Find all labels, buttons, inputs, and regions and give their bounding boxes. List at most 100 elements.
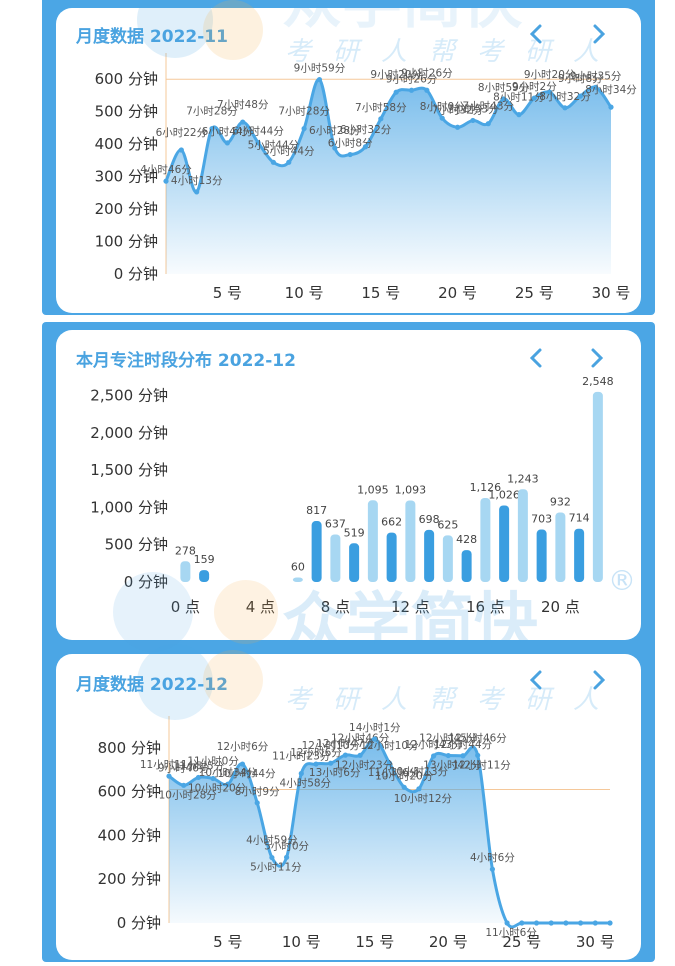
data-point (298, 770, 304, 777)
point-label: 12小时11分 (453, 759, 512, 771)
chevron-left-icon (529, 24, 542, 44)
point-label: 11小时0分 (187, 756, 239, 768)
point-label: 11小时5分 (173, 760, 225, 772)
card-title-text: 月度数据 (76, 27, 144, 47)
x-tick-label: 16 点 (466, 598, 505, 616)
bar-value-label: 703 (531, 513, 552, 526)
point-label: 10小时28分 (159, 789, 218, 801)
data-point (166, 773, 172, 779)
data-point (286, 159, 292, 165)
y-tick-label: 2,500 分钟 (90, 386, 168, 404)
data-point (562, 105, 568, 111)
next-month-button[interactable] (589, 22, 609, 46)
data-point (408, 87, 415, 93)
x-tick-label: 4 点 (246, 598, 275, 616)
next-month-button[interactable] (587, 346, 607, 370)
point-label: 12小时43分 (404, 739, 463, 751)
x-tick-label: 30 号 (576, 933, 615, 951)
point-label: 11小时6分 (368, 767, 420, 779)
point-label: 8小时32分 (539, 91, 591, 103)
data-point (500, 96, 507, 102)
point-label: 5小时44分 (248, 139, 300, 151)
point-label: 11小时6分 (485, 927, 537, 939)
bar-value-label: 625 (437, 518, 458, 531)
point-label: 12小时6分 (217, 741, 269, 753)
data-point (431, 753, 437, 759)
card-monthly-dec: 月度数据 2022-12 800 分钟 600 分钟 400 分钟 200 分钟 0 分… (56, 654, 641, 960)
y-tick-label: 2,000 分钟 (90, 424, 168, 442)
y-tick-label: 0 分钟 (124, 573, 168, 591)
card-title: 月度数据 2022-11 (76, 22, 228, 47)
bar (386, 532, 397, 582)
point-label: 11小时11分 (140, 759, 199, 771)
point-label: 10小时12分 (394, 793, 453, 805)
bar (574, 528, 585, 582)
data-point (593, 84, 599, 90)
bar-value-label: 60 (291, 561, 305, 574)
point-label: 4小时13分 (171, 175, 223, 187)
data-point (357, 752, 363, 758)
point-label: 8小时59分 (478, 82, 530, 94)
data-point (163, 178, 169, 184)
point-label: 9小时26分 (386, 73, 438, 85)
point-label: 9小时2分 (512, 81, 557, 93)
bar (180, 561, 191, 582)
bar-value-label: 932 (550, 495, 571, 508)
bar (442, 535, 453, 582)
data-point (178, 147, 184, 153)
prev-month-button[interactable] (526, 346, 546, 370)
area-fill (166, 79, 611, 274)
bar-value-label: 278 (175, 544, 196, 557)
point-label: 7小时32分 (432, 104, 484, 116)
next-month-button[interactable] (589, 668, 609, 692)
panel-monthly-dec: 月度数据 2022-12 800 分钟 600 分钟 400 分钟 200 分钟 0 分… (42, 642, 655, 962)
data-point (332, 145, 338, 151)
point-label: 12小时45分 (419, 733, 478, 745)
card-title: 本月专注时段分布 2022-12 (76, 346, 296, 371)
data-point (547, 89, 553, 95)
bar-value-label: 817 (306, 504, 327, 517)
y-tick-label: 800 分钟 (98, 739, 161, 757)
y-tick-label: 300 分钟 (95, 168, 158, 186)
prev-month-button[interactable] (526, 22, 546, 46)
point-label: 6小时28分 (309, 125, 361, 137)
data-point (533, 920, 540, 926)
point-label: 8小时0分 (420, 101, 465, 113)
data-point (342, 752, 348, 758)
prev-month-button[interactable] (526, 668, 546, 692)
point-label: 12小时6分 (290, 747, 342, 759)
card-hour-distribution: 本月专注时段分布 2022-12 2,500 分钟 2,000 分钟 1,500 分… (56, 330, 641, 640)
card-period: 2022-12 (217, 351, 296, 371)
point-label: 5小时11分 (250, 862, 302, 874)
data-point (608, 104, 614, 110)
bar (517, 489, 528, 582)
point-label: 13小时6分 (309, 767, 361, 779)
point-label: 8小时9分 (235, 786, 280, 798)
bar-value-label: 698 (419, 513, 440, 526)
bar (367, 500, 378, 582)
point-label: 5小时44分 (263, 145, 315, 157)
point-label: 7小时28分 (186, 106, 238, 118)
bar (461, 550, 472, 582)
data-point (254, 800, 260, 806)
x-tick-label: 5 号 (213, 933, 242, 951)
y-tick-label: 600 分钟 (98, 783, 161, 801)
card-title-text: 月度数据 (76, 675, 144, 695)
bar-value-label: 662 (381, 516, 402, 529)
point-label: 7小时43分 (462, 101, 514, 113)
point-label: 8小时34分 (585, 84, 637, 96)
y-tick-label: 0 分钟 (117, 914, 161, 932)
data-point (485, 121, 491, 127)
y-tick-label: 400 分钟 (95, 135, 158, 153)
bar-value-label: 159 (194, 553, 215, 566)
y-tick-label: 0 分钟 (114, 265, 158, 283)
bar (480, 497, 491, 582)
point-label: 6小时44分 (202, 126, 254, 138)
data-point (416, 786, 422, 792)
data-point (195, 774, 201, 781)
point-label: 10小时20分 (375, 770, 434, 782)
point-label: 6小时44分 (232, 126, 284, 138)
data-point (439, 115, 445, 121)
x-tick-label: 15 号 (361, 284, 400, 302)
bar-value-label: 2,548 (582, 375, 614, 388)
